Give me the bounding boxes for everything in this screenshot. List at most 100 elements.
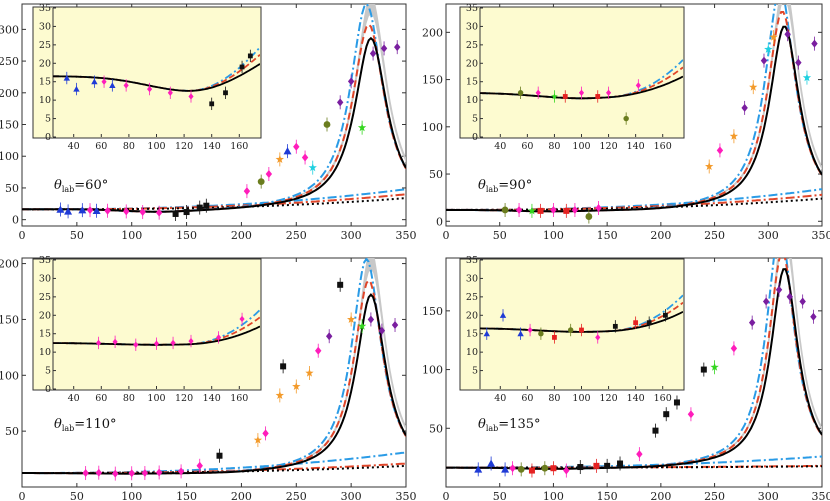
inset-frame (459, 6, 685, 139)
y-tick-label: 300 (0, 23, 19, 36)
nonresonant-black-curve (22, 464, 406, 474)
x-tick-label: 250 (704, 229, 725, 242)
inset-x-tick-label: 160 (230, 393, 248, 404)
inset-x-tick-label: 120 (599, 393, 617, 404)
x-tick-label: 0 (19, 229, 26, 242)
y-tick-label: 100 (422, 364, 443, 377)
inset-black-curve (53, 63, 260, 92)
inset-y-tick-label: 0 (45, 384, 51, 395)
inset-x-tick-label: 120 (599, 141, 617, 152)
angle-label: θlab=90° (478, 178, 532, 194)
inset-x-tick-label: 80 (548, 393, 560, 404)
inset-x-tick-label: 140 (627, 141, 645, 152)
nonresonant-red-curve (446, 193, 822, 211)
inset-y-tick-label: 30 (466, 21, 478, 32)
y-tick-label: 200 (422, 26, 443, 39)
inset-y-tick-label: 5 (45, 366, 51, 377)
inset-y-tick-label: 25 (39, 40, 51, 51)
x-tick-label: 150 (597, 490, 618, 501)
x-tick-label: 200 (650, 490, 671, 501)
inset-x-tick-label: 80 (123, 393, 135, 404)
inset-x-tick-label: 120 (175, 141, 193, 152)
angle-label: θlab=110° (54, 417, 117, 433)
inset-y-tick-label: 30 (466, 273, 478, 284)
panel-bottom-left: 0 50 100 150 200 250 300 35050100150200θlab=110… (0, 255, 417, 501)
inset-y-tick-label: 10 (466, 347, 478, 358)
x-tick-label: 200 (231, 229, 252, 242)
theta-symbol: θ (478, 417, 486, 432)
inset-y-tick-label: 15 (39, 329, 51, 340)
inset-y-tick-label: 0 (472, 132, 478, 143)
y-tick-label: 100 (0, 369, 19, 382)
inset-x-tick-label: 100 (147, 393, 165, 404)
x-tick-label: 300 (341, 229, 362, 242)
theta-subscript: lab (62, 424, 74, 433)
angle-label: θlab=135° (478, 417, 541, 433)
x-tick-label: 50 (493, 229, 507, 242)
inset-y-tick-label: 30 (39, 273, 51, 284)
nonresonant-black-curve (22, 197, 406, 211)
inset-y-tick-label: 25 (466, 292, 478, 303)
inset-x-tick-label: 40 (494, 393, 506, 404)
angle-value: =90° (498, 178, 532, 193)
y-tick-label: 100 (422, 121, 443, 134)
black-model-curve (446, 25, 822, 213)
y-tick-label: 50 (429, 422, 443, 435)
inset-y-tick-label: 10 (466, 95, 478, 106)
y-tick-label: 200 (0, 87, 19, 100)
angle-value: =60° (74, 178, 108, 193)
x-tick-label: 150 (176, 229, 197, 242)
angle-value: =135° (498, 417, 540, 432)
inset-x-tick-label: 80 (123, 141, 135, 152)
x-tick-label: 50 (70, 490, 84, 501)
inset-y-tick-label: 15 (466, 77, 478, 88)
inset-x-tick-label: 140 (203, 393, 221, 404)
angle-value: =110° (74, 417, 116, 432)
inset-x-tick-label: 160 (654, 393, 672, 404)
black-model-curve (22, 36, 406, 213)
y-tick-label: 250 (0, 55, 19, 68)
y-tick-label: 50 (5, 425, 19, 438)
inset-y-tick-label: 5 (472, 114, 478, 125)
x-tick-label: 250 (286, 229, 307, 242)
x-tick-label: 100 (121, 490, 142, 501)
inset-x-tick-label: 140 (203, 141, 221, 152)
inset-y-tick-label: 35 (39, 3, 51, 14)
inset-x-tick-label: 60 (95, 141, 107, 152)
y-tick-label: 150 (0, 119, 19, 132)
x-tick-label: 350 (812, 229, 830, 242)
x-tick-label: 250 (286, 490, 307, 501)
x-tick-label: 250 (704, 490, 725, 501)
angle-label: θlab=60° (54, 178, 108, 194)
theta-symbol: θ (54, 178, 62, 193)
inset-x-tick-label: 80 (548, 141, 560, 152)
x-tick-label: 300 (758, 229, 779, 242)
inset-y-tick-label: 25 (39, 292, 51, 303)
x-tick-label: 100 (543, 490, 564, 501)
x-tick-label: 50 (70, 229, 84, 242)
inset-y-tick-label: 10 (39, 95, 51, 106)
x-tick-label: 50 (493, 490, 507, 501)
x-tick-label: 100 (543, 229, 564, 242)
x-tick-label: 150 (597, 229, 618, 242)
inset-x-tick-label: 40 (494, 141, 506, 152)
inset-x-tick-label: 60 (521, 393, 533, 404)
y-tick-label: 0 (436, 215, 443, 228)
theta-subscript: lab (486, 185, 498, 194)
inset-x-tick-label: 160 (230, 141, 248, 152)
inset-x-tick-label: 60 (95, 393, 107, 404)
inset-y-tick-label: 10 (39, 347, 51, 358)
inset-frame (32, 6, 262, 139)
inset-x-tick-label: 120 (175, 393, 193, 404)
theta-symbol: θ (478, 178, 486, 193)
x-tick-label: 200 (231, 490, 252, 501)
inset-frame (32, 258, 262, 391)
inset-y-tick-label: 35 (39, 255, 51, 266)
panel-bottom-right: 0 50 100 150 200 250 300 350 50 100 150 θlab=135° 5 1… (422, 255, 830, 501)
x-tick-label: 0 (443, 490, 450, 501)
inset-y-tick-label: 15 (39, 77, 51, 88)
uncertainty-band (219, 4, 406, 209)
inset-y-tick-label: 5 (45, 114, 51, 125)
x-tick-label: 350 (812, 490, 830, 501)
inset-y-tick-label: 35 (466, 3, 478, 14)
